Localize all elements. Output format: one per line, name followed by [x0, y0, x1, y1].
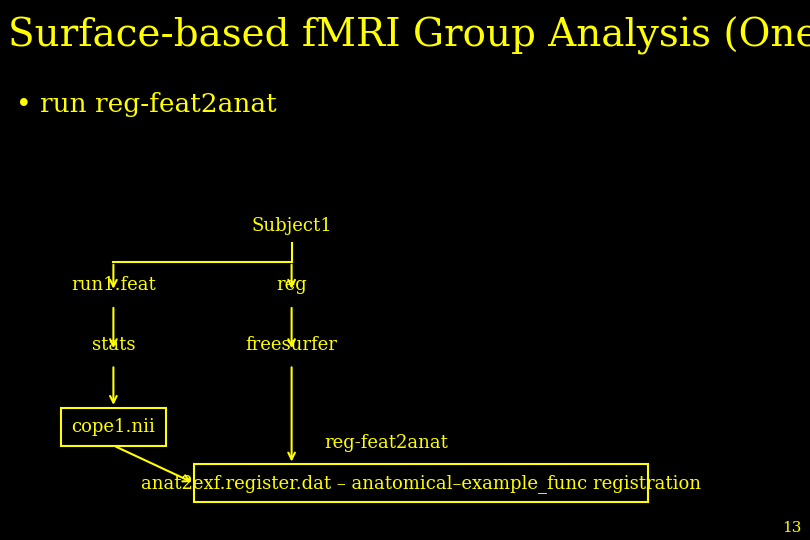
Text: reg-feat2anat: reg-feat2anat — [324, 434, 448, 452]
Bar — [194, 464, 648, 502]
Text: Subject1: Subject1 — [251, 217, 332, 235]
Text: freesurfer: freesurfer — [245, 336, 338, 354]
Text: reg: reg — [276, 276, 307, 294]
Text: anat2exf.register.dat – anatomical–example_func registration: anat2exf.register.dat – anatomical–examp… — [141, 474, 701, 493]
Bar — [61, 408, 166, 445]
Text: Surface-based fMRI Group Analysis (One Run): Surface-based fMRI Group Analysis (One R… — [8, 16, 810, 55]
Text: • run reg-feat2anat: • run reg-feat2anat — [16, 92, 277, 117]
Text: 13: 13 — [782, 521, 802, 535]
Text: run1.feat: run1.feat — [71, 276, 156, 294]
Text: cope1.nii: cope1.nii — [71, 417, 156, 436]
Text: stats: stats — [92, 336, 135, 354]
